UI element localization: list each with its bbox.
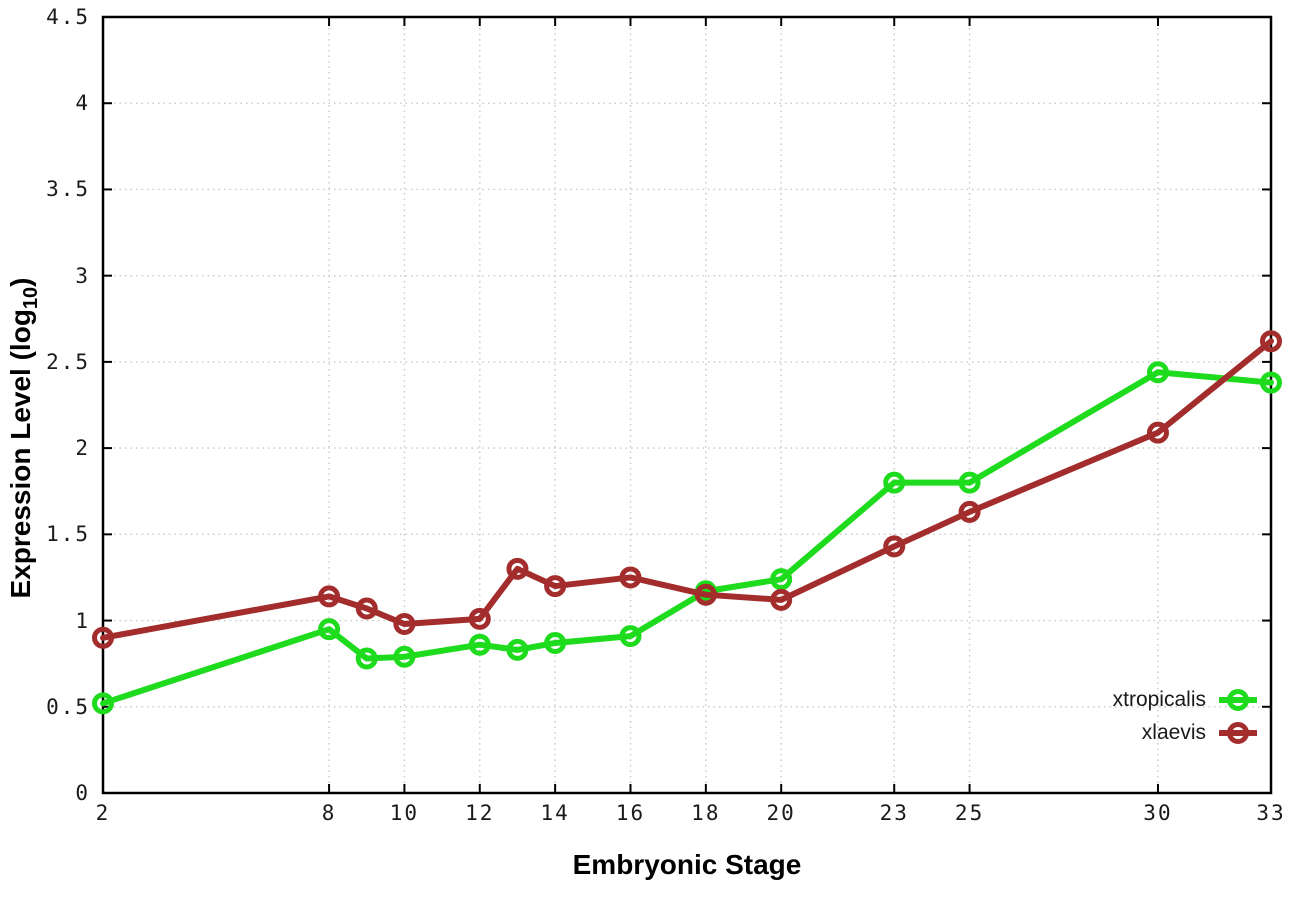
y-tick-label: 2: [75, 436, 90, 461]
y-tick-label: 4: [75, 91, 90, 116]
data-point-xlaevis: [694, 583, 717, 606]
xtropicalis-marker-icon: [1219, 689, 1257, 711]
y-axis-title-suffix: ): [5, 277, 37, 287]
x-tick-label: 20: [766, 801, 796, 825]
y-axis-title-text: Expression Level (log: [5, 309, 37, 599]
data-point-xtropicalis: [958, 471, 981, 494]
x-tick-label: 14: [540, 801, 570, 825]
series-line-xlaevis: [100, 338, 1274, 641]
legend-item-xtropicalis: xtropicalis: [1113, 686, 1258, 714]
data-point-xlaevis: [544, 575, 567, 598]
data-point-xlaevis: [883, 535, 906, 558]
data-point-xtropicalis: [1146, 361, 1169, 384]
data-point-xtropicalis: [355, 647, 378, 670]
legend: xtropicalis xlaevis: [1113, 686, 1258, 747]
x-tick-label: 30: [1143, 801, 1173, 825]
data-point-xlaevis: [318, 585, 341, 608]
data-point-xtropicalis: [619, 625, 642, 648]
y-tick-label: 3: [75, 263, 90, 288]
data-point-xtropicalis: [883, 471, 906, 494]
data-point-xlaevis: [958, 500, 981, 523]
x-tick-label: 33: [1256, 801, 1286, 825]
y-axis-title: Expression Level (log10): [5, 278, 43, 599]
data-point-xlaevis: [1260, 330, 1282, 353]
data-point-xlaevis: [393, 613, 416, 636]
data-point-xtropicalis: [544, 631, 567, 654]
data-point-xlaevis: [506, 557, 529, 580]
y-tick-label: 0: [75, 781, 90, 805]
data-point-xtropicalis: [1260, 371, 1282, 394]
y-tick-label: 1: [75, 608, 90, 633]
data-point-xtropicalis: [92, 692, 114, 715]
y-tick-label: 4.5: [46, 5, 90, 29]
x-tick-label: 16: [615, 801, 646, 825]
x-tick-label: 10: [389, 801, 420, 825]
data-point-xlaevis: [468, 607, 491, 630]
x-tick-label: 2: [95, 801, 111, 825]
legend-label: xlaevis: [1141, 721, 1206, 744]
legend-item-xlaevis: xlaevis: [1142, 719, 1258, 747]
data-point-xtropicalis: [506, 638, 529, 661]
y-tick-label: 2.5: [46, 349, 90, 374]
x-axis-title: Embryonic Stage: [572, 849, 802, 880]
data-point-xtropicalis: [393, 645, 416, 668]
data-point-xtropicalis: [318, 618, 341, 641]
data-point-xlaevis: [770, 588, 793, 611]
xlaevis-marker-icon: [1219, 722, 1257, 744]
y-tick-label: 3.5: [46, 177, 90, 202]
data-point-xtropicalis: [770, 568, 793, 591]
data-point-xlaevis: [619, 566, 642, 589]
series-line-xtropicalis: [100, 369, 1274, 707]
data-point-xlaevis: [1146, 421, 1169, 444]
data-point-xlaevis: [355, 597, 378, 620]
x-tick-label: 8: [321, 801, 337, 825]
x-tick-label: 23: [879, 801, 909, 825]
x-tick-label: 12: [465, 801, 495, 825]
data-point-xlaevis: [92, 626, 114, 649]
plot-border: [101, 15, 1273, 795]
legend-label: xtropicalis: [1112, 688, 1206, 711]
y-axis-title-subscript: 10: [19, 286, 42, 310]
y-tick-label: 1.5: [46, 522, 90, 547]
data-point-xtropicalis: [468, 633, 491, 656]
y-tick-label: 0.5: [46, 694, 90, 719]
x-tick-label: 25: [954, 801, 985, 825]
x-tick-label: 18: [691, 801, 721, 825]
